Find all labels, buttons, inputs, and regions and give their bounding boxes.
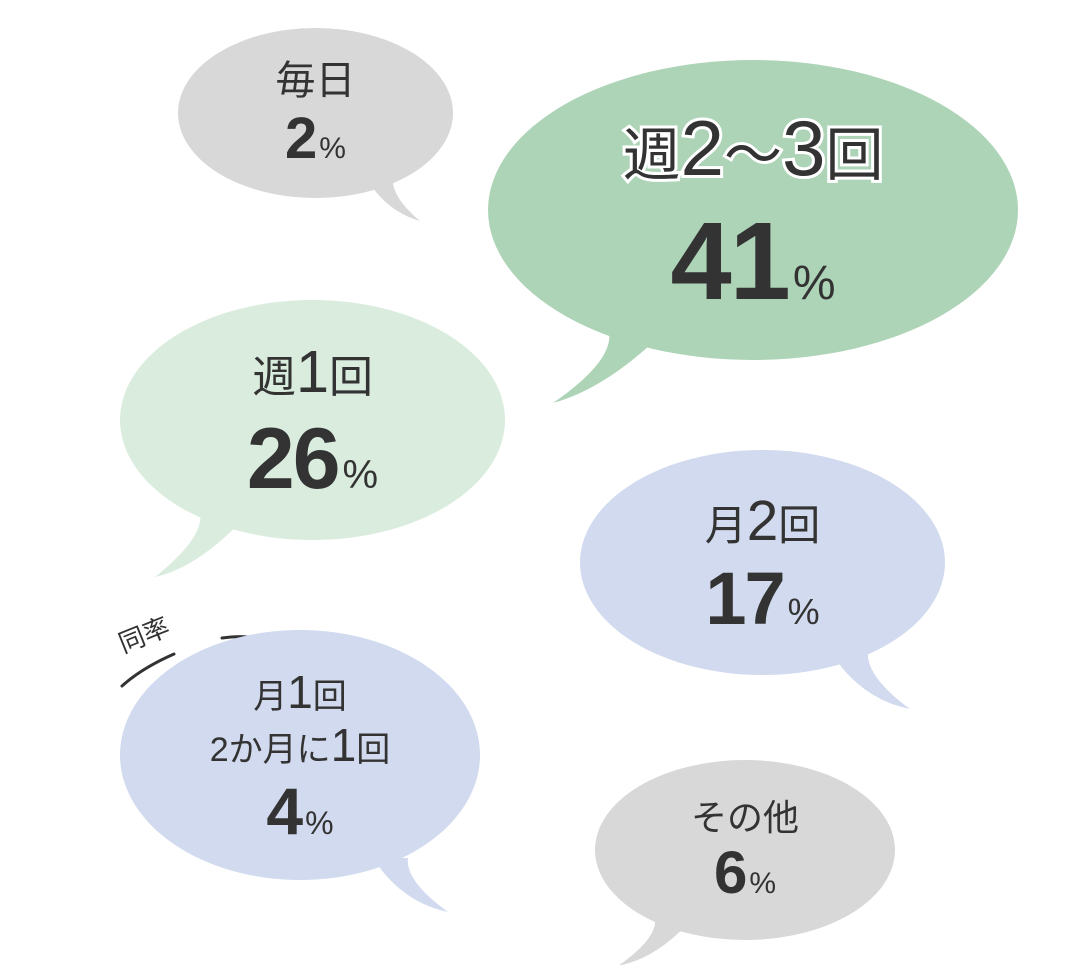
bubble-tail-icon bbox=[613, 918, 693, 965]
bubble-week23-value: 41 % bbox=[670, 207, 835, 317]
bubble-daily-value: 2 % bbox=[285, 110, 346, 168]
bubble-month1-2month1-value: 4 % bbox=[266, 778, 333, 844]
bubble-other-label: その他 bbox=[691, 797, 799, 838]
bubble-tail-icon bbox=[830, 651, 920, 713]
bubble-daily: 毎日 2 % bbox=[178, 28, 453, 198]
bubble-month2-value: 17 % bbox=[705, 562, 819, 636]
bubble-week1-value: 26 % bbox=[247, 416, 378, 502]
bubble-other: その他 6 % bbox=[595, 760, 895, 940]
bubble-week1: 週1回 26 % bbox=[120, 300, 505, 540]
bubble-tail-icon bbox=[548, 328, 668, 408]
bubble-month2-label: 月2回 bbox=[705, 489, 821, 554]
bubble-week1-label: 週1回 bbox=[252, 338, 373, 406]
bubble-daily-label: 毎日 bbox=[276, 58, 356, 104]
bubble-week23-label: 週2〜3回 bbox=[622, 103, 883, 193]
bubble-week23: 週2〜3回 41 % bbox=[488, 60, 1018, 360]
bubble-month2: 月2回 17 % bbox=[580, 450, 945, 675]
bubble-tail-icon bbox=[373, 858, 458, 916]
bubble-tail-icon bbox=[365, 176, 435, 226]
bubble-month1-2month1: 月1回2か月に1回 4 % bbox=[120, 630, 480, 880]
bubble-tail-icon bbox=[150, 512, 250, 582]
bubble-other-value: 6 % bbox=[714, 843, 776, 903]
bubble-month1-2month1-label: 月1回2か月に1回 bbox=[210, 666, 390, 772]
